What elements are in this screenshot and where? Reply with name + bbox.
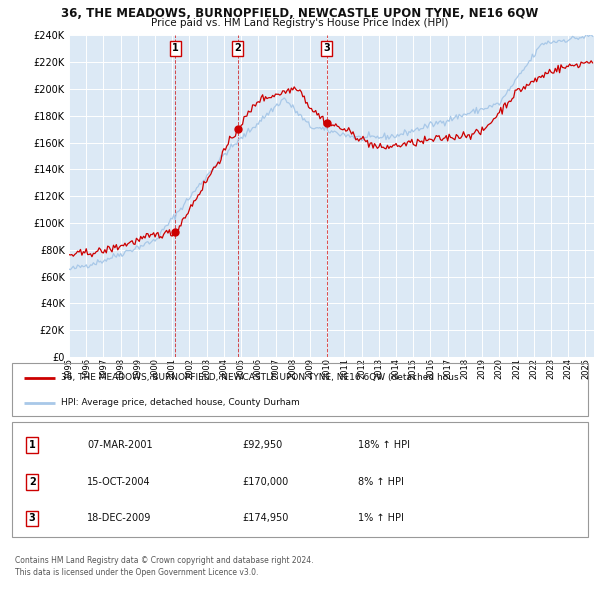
Text: £92,950: £92,950 bbox=[242, 440, 283, 450]
Text: 07-MAR-2001: 07-MAR-2001 bbox=[87, 440, 152, 450]
Text: Price paid vs. HM Land Registry's House Price Index (HPI): Price paid vs. HM Land Registry's House … bbox=[151, 18, 449, 28]
Text: HPI: Average price, detached house, County Durham: HPI: Average price, detached house, Coun… bbox=[61, 398, 300, 407]
Text: 36, THE MEADOWS, BURNOPFIELD, NEWCASTLE UPON TYNE, NE16 6QW: 36, THE MEADOWS, BURNOPFIELD, NEWCASTLE … bbox=[61, 7, 539, 20]
Text: 1% ↑ HPI: 1% ↑ HPI bbox=[358, 513, 403, 523]
Text: 1: 1 bbox=[29, 440, 35, 450]
Text: 3: 3 bbox=[29, 513, 35, 523]
Text: 2: 2 bbox=[29, 477, 35, 487]
Text: 18% ↑ HPI: 18% ↑ HPI bbox=[358, 440, 410, 450]
Text: 3: 3 bbox=[323, 44, 330, 54]
Text: 1: 1 bbox=[172, 44, 179, 54]
Text: £174,950: £174,950 bbox=[242, 513, 289, 523]
Text: £170,000: £170,000 bbox=[242, 477, 289, 487]
Text: 15-OCT-2004: 15-OCT-2004 bbox=[87, 477, 151, 487]
Text: 8% ↑ HPI: 8% ↑ HPI bbox=[358, 477, 403, 487]
Text: Contains HM Land Registry data © Crown copyright and database right 2024.: Contains HM Land Registry data © Crown c… bbox=[15, 556, 314, 565]
Text: 2: 2 bbox=[234, 44, 241, 54]
Text: 36, THE MEADOWS, BURNOPFIELD, NEWCASTLE UPON TYNE, NE16 6QW (detached hous: 36, THE MEADOWS, BURNOPFIELD, NEWCASTLE … bbox=[61, 373, 458, 382]
Text: This data is licensed under the Open Government Licence v3.0.: This data is licensed under the Open Gov… bbox=[15, 568, 259, 576]
Text: 18-DEC-2009: 18-DEC-2009 bbox=[87, 513, 151, 523]
